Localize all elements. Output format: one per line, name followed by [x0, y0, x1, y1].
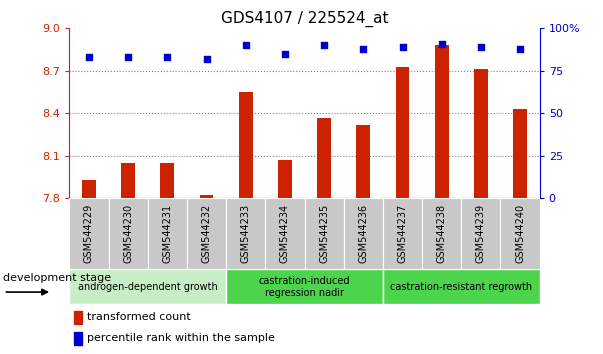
Text: transformed count: transformed count — [87, 312, 191, 322]
Bar — [226, 269, 383, 304]
Point — [398, 44, 408, 50]
Bar — [109, 198, 148, 269]
Text: GSM544229: GSM544229 — [84, 204, 94, 263]
Text: GSM544236: GSM544236 — [358, 204, 368, 263]
Point — [437, 41, 446, 46]
Bar — [435, 45, 449, 198]
Bar — [383, 198, 422, 269]
Point — [241, 42, 251, 48]
Bar — [200, 195, 213, 198]
Text: GSM544234: GSM544234 — [280, 204, 290, 263]
Text: GSM544235: GSM544235 — [319, 204, 329, 263]
Bar — [226, 198, 265, 269]
Bar — [461, 198, 500, 269]
Point — [358, 46, 368, 52]
Point — [476, 44, 486, 50]
Text: GSM544237: GSM544237 — [397, 204, 408, 263]
Title: GDS4107 / 225524_at: GDS4107 / 225524_at — [221, 11, 388, 27]
Text: GSM544232: GSM544232 — [201, 204, 212, 263]
Text: GSM544238: GSM544238 — [437, 204, 447, 263]
Text: GSM544231: GSM544231 — [162, 204, 172, 263]
Bar — [121, 163, 135, 198]
Bar — [317, 118, 331, 198]
Bar — [500, 198, 540, 269]
Point — [280, 51, 290, 57]
Text: castration-induced
regression nadir: castration-induced regression nadir — [259, 276, 350, 298]
Bar — [305, 198, 344, 269]
Point — [84, 55, 94, 60]
Bar — [69, 269, 226, 304]
Bar — [265, 198, 305, 269]
Bar — [422, 198, 461, 269]
Bar — [74, 332, 82, 345]
Bar — [160, 163, 174, 198]
Point — [515, 46, 525, 52]
Text: GSM544240: GSM544240 — [515, 204, 525, 263]
Bar — [148, 198, 187, 269]
Point — [320, 42, 329, 48]
Bar — [513, 109, 527, 198]
Text: development stage: development stage — [4, 273, 112, 283]
Bar — [396, 67, 409, 198]
Bar — [187, 198, 226, 269]
Bar — [69, 198, 109, 269]
Bar — [383, 269, 540, 304]
Bar — [82, 180, 96, 198]
Text: GSM544230: GSM544230 — [123, 204, 133, 263]
Point — [162, 55, 172, 60]
Bar — [344, 198, 383, 269]
Text: GSM544233: GSM544233 — [241, 204, 251, 263]
Text: GSM544239: GSM544239 — [476, 204, 486, 263]
Text: castration-resistant regrowth: castration-resistant regrowth — [390, 282, 532, 292]
Bar — [278, 160, 292, 198]
Text: androgen-dependent growth: androgen-dependent growth — [78, 282, 218, 292]
Point — [123, 55, 133, 60]
Bar — [356, 125, 370, 198]
Text: percentile rank within the sample: percentile rank within the sample — [87, 333, 275, 343]
Point — [201, 56, 212, 62]
Bar — [74, 311, 82, 324]
Bar — [239, 92, 253, 198]
Bar — [474, 69, 488, 198]
